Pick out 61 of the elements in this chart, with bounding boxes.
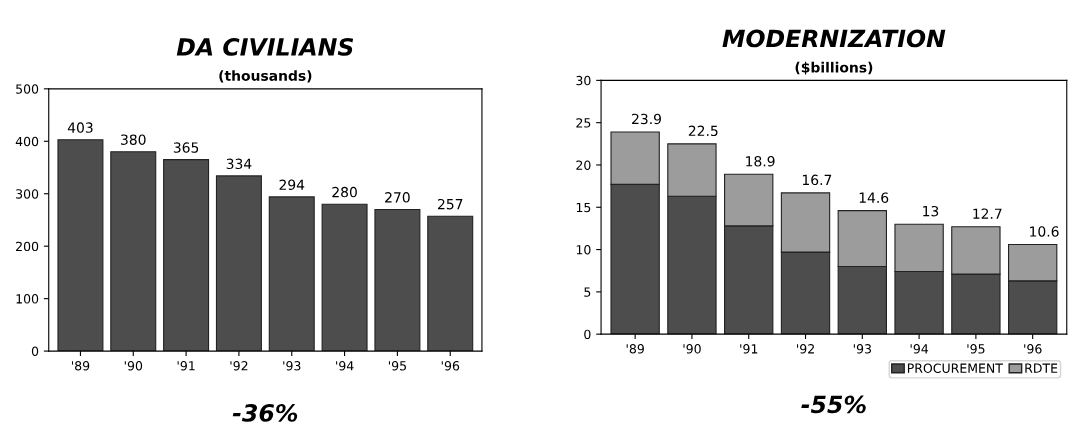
data-label: 257 — [438, 198, 463, 210]
x-tick-label: '93 — [283, 361, 301, 371]
x-tick-label: '89 — [71, 361, 90, 371]
bar — [163, 159, 210, 352]
chart-subtitle: ($billions) — [795, 61, 873, 75]
total-label: 14.6 — [859, 192, 889, 203]
y-tick-label: 20 — [576, 160, 591, 170]
x-tick-label: '94 — [336, 361, 354, 371]
text: -55% — [801, 395, 866, 414]
data-label: 380 — [121, 134, 146, 145]
data-label: 270 — [385, 192, 410, 203]
chart-title: MODERNIZATION — [722, 29, 946, 48]
x-tick-label: '94 — [910, 344, 929, 354]
total-label: 13 — [923, 205, 939, 217]
x-tick-label: '92 — [230, 361, 248, 371]
y-tick-label: 0 — [31, 346, 39, 357]
total-label: 22.5 — [688, 125, 718, 137]
chart-subtitle: (thousands) — [219, 70, 312, 83]
y-tick-label: 300 — [16, 189, 39, 199]
y-tick-label: 5 — [584, 287, 591, 297]
x-tick-label: '91 — [740, 344, 758, 354]
bar — [321, 203, 368, 352]
text: -36% — [232, 403, 298, 422]
x-tick-label: '96 — [441, 361, 460, 371]
total-label: 10.6 — [1030, 226, 1059, 237]
y-tick-label: 25 — [576, 118, 591, 128]
y-tick-label: 100 — [16, 294, 39, 304]
data-label: 280 — [332, 186, 357, 198]
x-tick-label: '95 — [388, 361, 406, 371]
total-label: 12.7 — [973, 208, 1002, 219]
bar — [215, 175, 262, 352]
y-tick-label: 30 — [576, 75, 591, 86]
data-label: 365 — [173, 142, 199, 153]
chart-title: DA CIVILIANS — [176, 37, 354, 56]
data-label: 334 — [226, 158, 252, 170]
bar — [374, 208, 421, 352]
y-tick-label: 15 — [576, 202, 591, 213]
bar — [427, 215, 474, 352]
x-tick-label: '93 — [853, 344, 871, 354]
x-tick-label: '89 — [626, 344, 644, 354]
legend-label: RDTE — [1025, 363, 1058, 373]
data-label: 403 — [67, 122, 93, 133]
total-label: 23.9 — [632, 113, 661, 125]
bar — [110, 151, 157, 352]
x-tick-label: '92 — [797, 344, 814, 354]
x-tick-label: '96 — [1024, 344, 1042, 354]
x-tick-label: '91 — [177, 361, 195, 371]
total-label: 18.9 — [746, 156, 775, 167]
bar — [268, 196, 315, 352]
y-tick-label: 10 — [576, 245, 591, 255]
y-tick-label: 500 — [16, 84, 39, 94]
bar — [57, 139, 104, 352]
y-tick-label: 400 — [15, 136, 39, 147]
x-tick-label: '95 — [967, 344, 985, 354]
legend-label: PROCUREMENT — [907, 363, 1003, 373]
data-label: 294 — [279, 179, 305, 191]
x-tick-label: '90 — [683, 344, 701, 354]
y-tick-label: 200 — [16, 241, 39, 252]
y-tick-label: 0 — [584, 329, 591, 340]
x-tick-label: '90 — [124, 361, 143, 371]
total-label: 16.7 — [802, 174, 832, 186]
